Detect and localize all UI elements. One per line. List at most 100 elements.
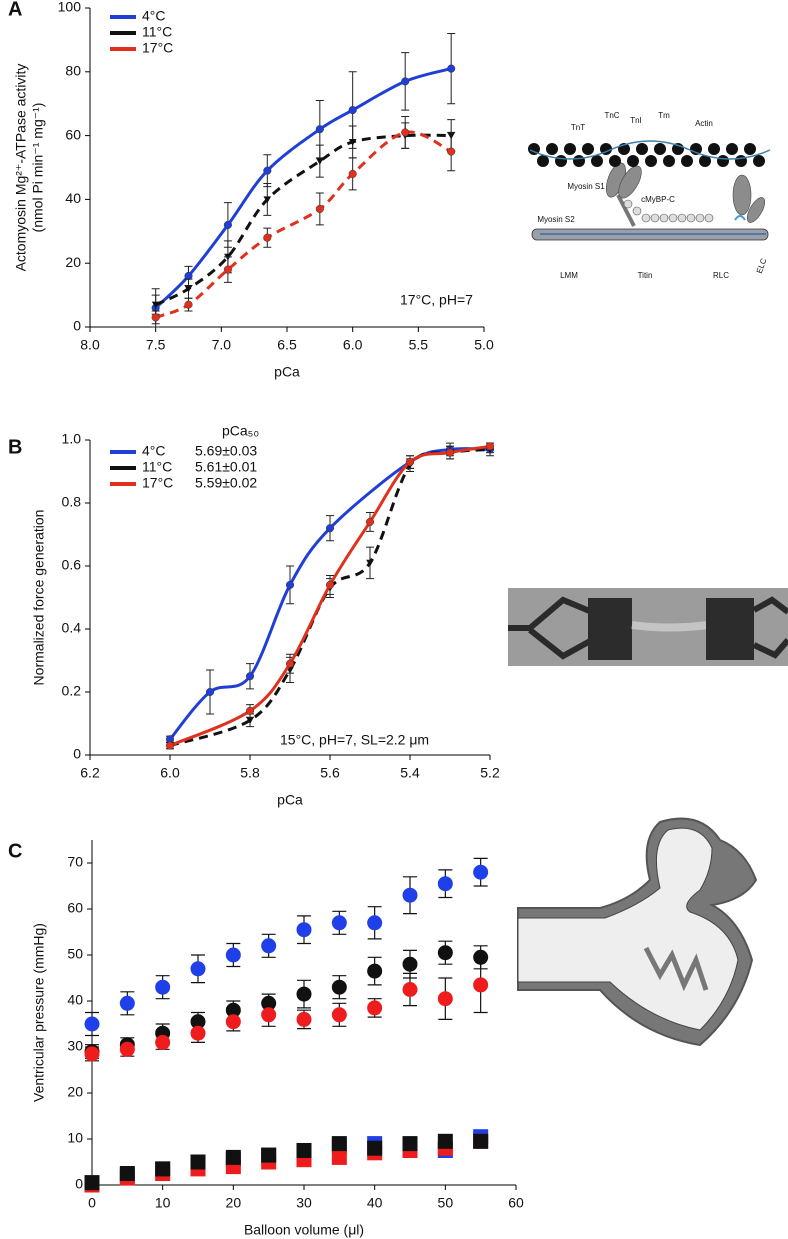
circle-marker: [261, 1007, 277, 1023]
circle-marker: [315, 204, 324, 214]
y-tick-label: 0.2: [62, 683, 82, 699]
circle-marker: [402, 956, 418, 972]
diagram-label: Titin: [638, 271, 653, 280]
triangle-marker: [366, 559, 374, 567]
square-marker: [155, 1161, 171, 1177]
x-tick-label: 40: [367, 1195, 383, 1211]
diagram-label: Myosin S1: [567, 182, 605, 191]
panel-label: A: [8, 0, 22, 20]
y-tick-label: 30: [67, 1038, 83, 1054]
x-axis-label: pCa: [277, 792, 303, 808]
y-tick-label: 20: [65, 254, 81, 270]
actin-monomer: [555, 155, 567, 167]
circle-marker: [445, 448, 455, 457]
square-marker: [473, 1133, 489, 1149]
diagram-label: cMyBP-C: [641, 195, 675, 204]
actin-monomer: [654, 143, 666, 155]
diagram-label: LMM: [560, 271, 578, 280]
actin-monomer: [528, 143, 540, 155]
circle-marker: [223, 220, 232, 229]
x-tick-label: 20: [226, 1195, 242, 1211]
cmybpc-domain: [686, 213, 696, 223]
circle-marker: [184, 300, 193, 309]
circle-marker: [155, 979, 171, 995]
y-tick-label: 1.0: [62, 431, 82, 447]
actin-monomer: [636, 143, 648, 155]
circle-marker: [331, 1007, 347, 1023]
triangle-marker: [316, 158, 324, 165]
y-tick-label: 0: [73, 318, 81, 334]
circle-marker: [165, 741, 175, 750]
clip-wire: [752, 596, 788, 659]
circle-marker: [225, 1014, 241, 1030]
y-tick-label: 0: [73, 746, 81, 762]
square-marker: [331, 1149, 347, 1165]
heart-illustration: [517, 817, 758, 1047]
circle-marker: [325, 524, 335, 533]
square-marker: [225, 1149, 241, 1165]
circle-marker: [331, 979, 347, 995]
x-tick-label: 0: [88, 1195, 96, 1211]
circle-marker: [315, 125, 324, 134]
diagram-label: TnI: [630, 116, 642, 125]
x-tick-label: 50: [438, 1195, 454, 1211]
fit-curve: [155, 130, 452, 319]
legend-label: 17°C: [142, 475, 173, 491]
y-tick-label: 0: [75, 1176, 83, 1192]
myosin-head: [618, 165, 642, 199]
y-tick-label: 10: [67, 1130, 83, 1146]
y-tick-label: 80: [65, 63, 81, 79]
circle-marker: [155, 1034, 171, 1050]
circle-marker: [184, 271, 193, 281]
square-marker: [261, 1147, 277, 1163]
circle-marker: [245, 706, 255, 715]
circle-marker: [485, 442, 495, 451]
circle-marker: [367, 963, 383, 979]
x-tick-label: 7.5: [146, 337, 166, 353]
legend-label: 11°C: [142, 459, 172, 475]
x-tick-label: 5.4: [400, 765, 420, 781]
panel-label: B: [8, 436, 22, 458]
circle-marker: [402, 887, 418, 903]
diagram-label: TnC: [604, 111, 619, 120]
x-tick-label: 5.6: [320, 765, 340, 781]
circle-marker: [263, 166, 272, 175]
trabeculae: [643, 946, 709, 992]
cmybpc-domain: [695, 213, 705, 223]
circle-marker: [437, 876, 453, 892]
circle-marker: [296, 986, 312, 1002]
cmybpc-domain: [668, 213, 678, 223]
circle-marker: [473, 977, 489, 993]
cmybpc-domain: [623, 199, 633, 209]
circle-marker: [447, 64, 456, 73]
y-tick-label: 50: [67, 946, 83, 962]
actin-monomer: [591, 155, 603, 167]
diagram-label: Tm: [658, 111, 670, 120]
circle-marker: [245, 672, 255, 681]
square-marker: [367, 1140, 383, 1156]
y-tick-label: 100: [58, 0, 82, 15]
circle-marker: [119, 995, 135, 1011]
y-axis-label: Actomyosin Mg²⁺-ATPase activity: [13, 64, 29, 272]
circle-marker: [365, 517, 375, 526]
actin-monomer: [735, 155, 747, 167]
circle-marker: [84, 1046, 100, 1062]
x-axis-label: Balloon volume (μl): [244, 1222, 364, 1238]
photo: [508, 588, 788, 666]
muscle-strip: [631, 621, 709, 632]
y-tick-label: 40: [65, 190, 81, 206]
circle-marker: [367, 1000, 383, 1016]
actin-monomer: [600, 143, 612, 155]
circle-marker: [296, 1011, 312, 1027]
circle-marker: [367, 915, 383, 931]
x-tick-label: 60: [508, 1195, 524, 1211]
x-tick-label: 7.0: [212, 337, 232, 353]
circle-marker: [325, 580, 335, 589]
circle-marker: [190, 1014, 206, 1030]
fit-curve: [168, 447, 491, 741]
actin-monomer: [627, 155, 639, 167]
square-marker: [119, 1166, 135, 1181]
legend-label: 17°C: [142, 40, 173, 56]
